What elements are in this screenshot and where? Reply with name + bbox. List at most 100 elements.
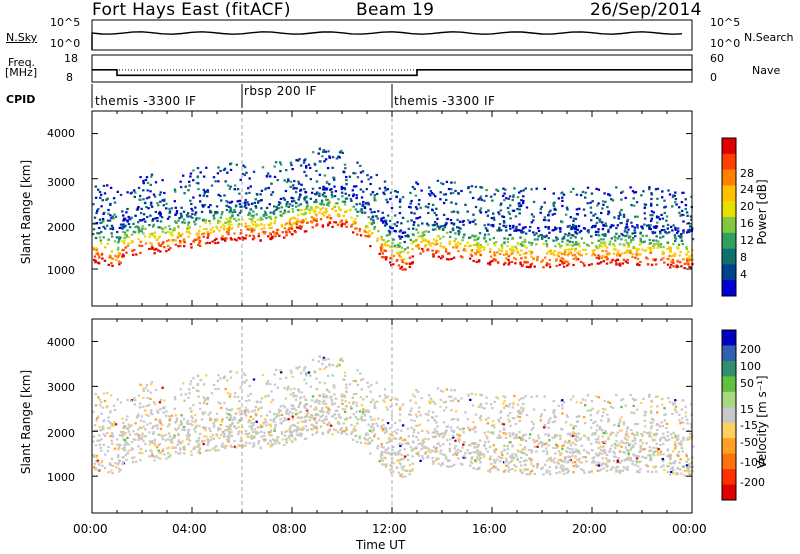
velocity-echo-cell [669,454,673,457]
power-echo-cell [509,204,512,207]
power-echo-cell [615,232,618,235]
velocity-echo-cell [418,423,422,426]
power-echo-cell [257,200,260,203]
power-echo-cell [331,225,334,228]
power-echo-cell [398,252,401,255]
velocity-echo-cell [624,446,627,449]
power-echo-cell [535,187,538,190]
power-echo-cell [479,246,482,249]
power-echo-cell [616,253,620,256]
velocity-echo-cell [326,423,329,426]
velocity-echo-cell [584,456,587,459]
power-echo-cell [606,206,609,209]
power-echo-cell [265,216,268,220]
velocity-echo-cell [194,446,197,449]
power-echo-cell [617,214,621,218]
power-echo-cell [389,261,392,264]
power-echo-cell [424,238,427,241]
power-echo-cell [99,239,102,242]
velocity-echo-cell [292,391,295,395]
power-echo-cell [563,253,566,256]
power-echo-cell [396,191,399,194]
velocity-echo-cell [243,373,247,376]
velocity-echo-cell [507,462,510,465]
power-echo-cell [284,189,288,193]
power-echo-cell [373,226,377,229]
power-echo-cell [111,228,115,231]
power-echo-cell [300,183,303,186]
power-echo-cell [468,236,471,239]
power-echo-cell [228,228,231,231]
power-echo-cell [123,236,126,239]
velocity-echo-cell [673,462,676,465]
velocity-echo-cell [385,441,389,444]
velocity-echo-cell [333,393,336,396]
velocity-echo-cell [615,469,618,472]
power-echo-cell [295,159,298,162]
power-echo-cell [655,263,658,266]
power-echo-cell [111,257,115,260]
power-echo-cell [315,193,318,196]
power-echo-cell [444,223,448,226]
velocity-echo-cell [117,446,121,449]
power-echo-cell [295,220,299,223]
velocity-echo-cell [295,409,298,412]
power-echo-cell [323,174,327,177]
power-echo-cell [476,250,479,253]
power-echo-cell [352,231,355,234]
velocity-echo-cell [456,452,459,455]
power-echo-cell [618,211,622,214]
velocity-echo-cell [424,451,428,454]
velocity-echo-cell [164,433,167,436]
power-echo-cell [661,217,665,220]
velocity-echo-cell [364,419,367,422]
power-echo-cell [321,193,324,196]
power-echo-cell [426,222,429,225]
velocity-echo-cell [610,405,613,408]
power-echo-cell [586,186,590,189]
velocity-echo-cell [510,457,514,460]
power-echo-cell [675,231,679,234]
velocity-echo-cell [409,446,412,449]
velocity-echo-cell [690,426,693,429]
power-echo-cell [545,264,548,267]
power-echo-cell [509,217,512,220]
velocity-echo-cell [340,395,344,398]
power-echo-cell [149,214,152,217]
power-echo-cell [639,238,642,241]
power-echo-cell [415,181,418,184]
power-echo-cell [369,208,372,211]
power-echo-cell [677,234,681,237]
power-echo-cell [126,191,129,194]
power-echo-cell [575,208,579,211]
power-echo-cell [139,212,143,215]
power-echo-cell [553,254,556,257]
power-echo-cell [315,191,319,194]
power-echo-cell [380,250,383,253]
power-echo-cell [168,215,171,218]
power-echo-cell [513,187,516,190]
velocity-echo-cell [217,449,220,452]
power-echo-cell [356,176,360,179]
velocity-echo-cell [183,399,186,402]
velocity-echo-cell [530,451,533,454]
power-echo-cell [382,239,385,242]
velocity-echo-cell [439,398,442,401]
velocity-echo-cell [199,407,202,410]
power-echo-cell [325,198,328,201]
power-echo-cell [389,197,392,201]
power-echo-cell [656,242,659,245]
velocity-echo-cell [198,443,201,446]
velocity-echo-cell [212,425,216,428]
power-echo-cell [572,219,575,223]
velocity-echo-cell [642,397,645,400]
velocity-echo-cell [530,469,534,473]
velocity-echo-cell [479,451,482,454]
power-echo-cell [395,195,398,199]
power-echo-cell [427,224,430,227]
power-echo-cell [548,263,551,266]
power-echo-cell [469,191,472,194]
velocity-echo-cell [508,402,512,405]
velocity-echo-cell [118,444,121,448]
velocity-echo-cell [599,468,603,471]
